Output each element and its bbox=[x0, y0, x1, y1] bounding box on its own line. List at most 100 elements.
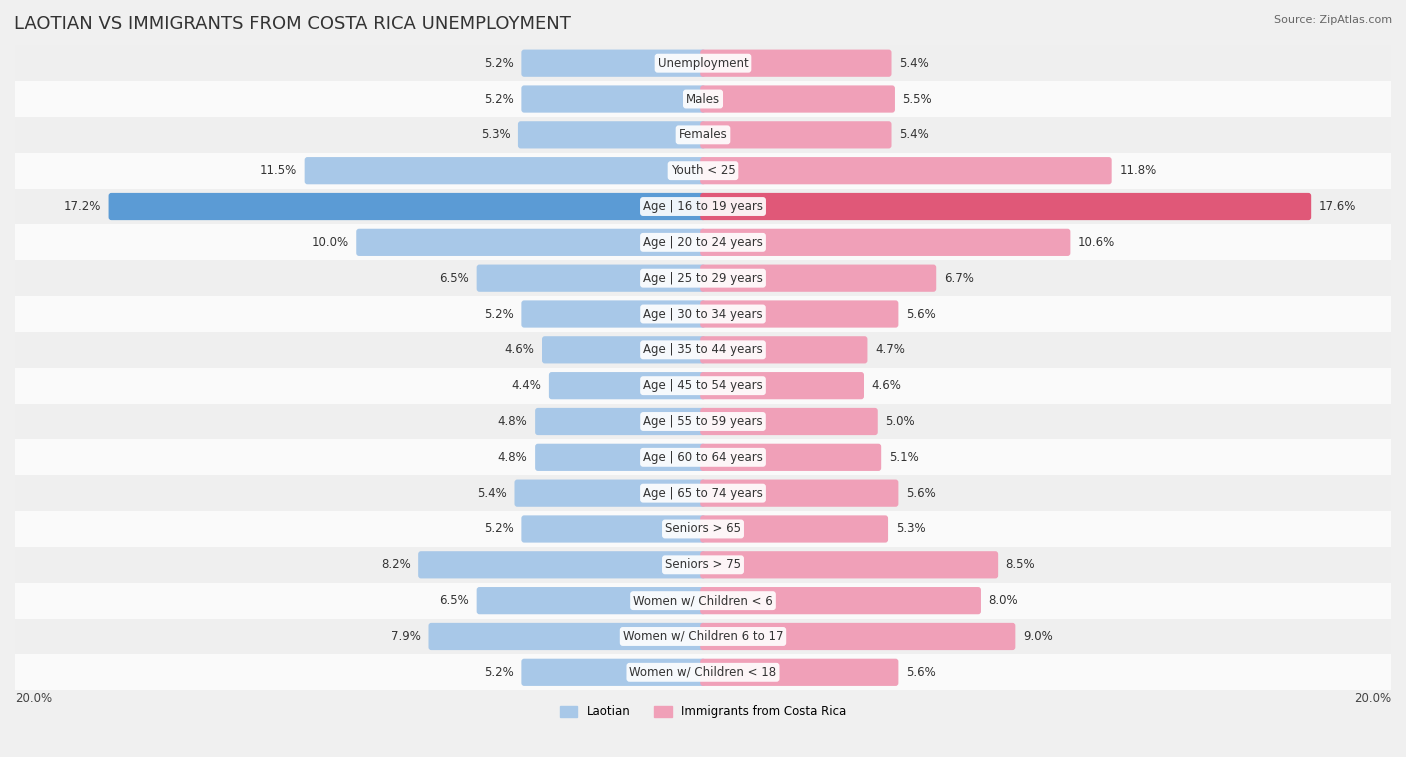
Bar bbox=[15, 368, 1391, 403]
FancyBboxPatch shape bbox=[700, 479, 898, 506]
Bar bbox=[15, 260, 1391, 296]
Text: 5.2%: 5.2% bbox=[484, 307, 513, 320]
Bar bbox=[15, 475, 1391, 511]
Text: LAOTIAN VS IMMIGRANTS FROM COSTA RICA UNEMPLOYMENT: LAOTIAN VS IMMIGRANTS FROM COSTA RICA UN… bbox=[14, 15, 571, 33]
FancyBboxPatch shape bbox=[356, 229, 706, 256]
Legend: Laotian, Immigrants from Costa Rica: Laotian, Immigrants from Costa Rica bbox=[555, 700, 851, 723]
FancyBboxPatch shape bbox=[108, 193, 706, 220]
Bar bbox=[15, 117, 1391, 153]
FancyBboxPatch shape bbox=[522, 86, 706, 113]
Text: 8.2%: 8.2% bbox=[381, 559, 411, 572]
FancyBboxPatch shape bbox=[536, 444, 706, 471]
Text: Age | 16 to 19 years: Age | 16 to 19 years bbox=[643, 200, 763, 213]
FancyBboxPatch shape bbox=[700, 193, 1312, 220]
Text: 5.1%: 5.1% bbox=[889, 451, 918, 464]
FancyBboxPatch shape bbox=[522, 49, 706, 76]
Text: 6.5%: 6.5% bbox=[439, 272, 470, 285]
Text: 11.5%: 11.5% bbox=[260, 164, 297, 177]
Text: Age | 65 to 74 years: Age | 65 to 74 years bbox=[643, 487, 763, 500]
Text: Unemployment: Unemployment bbox=[658, 57, 748, 70]
Text: 5.2%: 5.2% bbox=[484, 57, 513, 70]
FancyBboxPatch shape bbox=[541, 336, 706, 363]
Text: Age | 30 to 34 years: Age | 30 to 34 years bbox=[643, 307, 763, 320]
Text: 7.9%: 7.9% bbox=[391, 630, 420, 643]
Text: 4.6%: 4.6% bbox=[505, 344, 534, 357]
Bar bbox=[15, 81, 1391, 117]
Bar bbox=[15, 583, 1391, 618]
Text: 5.4%: 5.4% bbox=[477, 487, 508, 500]
Bar bbox=[15, 45, 1391, 81]
FancyBboxPatch shape bbox=[548, 372, 706, 399]
Text: 11.8%: 11.8% bbox=[1119, 164, 1157, 177]
Text: 9.0%: 9.0% bbox=[1024, 630, 1053, 643]
FancyBboxPatch shape bbox=[700, 121, 891, 148]
Text: 4.6%: 4.6% bbox=[872, 379, 901, 392]
Text: 5.4%: 5.4% bbox=[898, 57, 929, 70]
FancyBboxPatch shape bbox=[700, 49, 891, 76]
FancyBboxPatch shape bbox=[515, 479, 706, 506]
Text: 5.2%: 5.2% bbox=[484, 92, 513, 105]
Text: 4.8%: 4.8% bbox=[498, 415, 527, 428]
Text: 4.7%: 4.7% bbox=[875, 344, 905, 357]
FancyBboxPatch shape bbox=[429, 623, 706, 650]
Bar bbox=[15, 188, 1391, 224]
Bar bbox=[15, 654, 1391, 690]
Bar bbox=[15, 439, 1391, 475]
Text: Age | 25 to 29 years: Age | 25 to 29 years bbox=[643, 272, 763, 285]
Text: 20.0%: 20.0% bbox=[15, 692, 52, 705]
FancyBboxPatch shape bbox=[305, 157, 706, 184]
Text: Age | 20 to 24 years: Age | 20 to 24 years bbox=[643, 236, 763, 249]
Text: 5.4%: 5.4% bbox=[898, 129, 929, 142]
FancyBboxPatch shape bbox=[477, 587, 706, 614]
FancyBboxPatch shape bbox=[700, 408, 877, 435]
Text: Source: ZipAtlas.com: Source: ZipAtlas.com bbox=[1274, 15, 1392, 25]
Text: 8.0%: 8.0% bbox=[988, 594, 1018, 607]
Bar bbox=[15, 296, 1391, 332]
FancyBboxPatch shape bbox=[700, 336, 868, 363]
Text: Males: Males bbox=[686, 92, 720, 105]
FancyBboxPatch shape bbox=[700, 623, 1015, 650]
Text: 6.5%: 6.5% bbox=[439, 594, 470, 607]
Text: Age | 60 to 64 years: Age | 60 to 64 years bbox=[643, 451, 763, 464]
Text: Age | 35 to 44 years: Age | 35 to 44 years bbox=[643, 344, 763, 357]
Text: Women w/ Children 6 to 17: Women w/ Children 6 to 17 bbox=[623, 630, 783, 643]
Text: Age | 55 to 59 years: Age | 55 to 59 years bbox=[643, 415, 763, 428]
FancyBboxPatch shape bbox=[418, 551, 706, 578]
Text: 5.3%: 5.3% bbox=[896, 522, 925, 535]
Text: 8.5%: 8.5% bbox=[1005, 559, 1035, 572]
Text: Women w/ Children < 18: Women w/ Children < 18 bbox=[630, 666, 776, 679]
Text: 10.6%: 10.6% bbox=[1078, 236, 1115, 249]
Text: 5.6%: 5.6% bbox=[905, 487, 936, 500]
FancyBboxPatch shape bbox=[700, 229, 1070, 256]
Text: 4.8%: 4.8% bbox=[498, 451, 527, 464]
FancyBboxPatch shape bbox=[700, 659, 898, 686]
Text: 10.0%: 10.0% bbox=[312, 236, 349, 249]
Bar bbox=[15, 224, 1391, 260]
Bar bbox=[15, 547, 1391, 583]
Text: Females: Females bbox=[679, 129, 727, 142]
FancyBboxPatch shape bbox=[522, 659, 706, 686]
FancyBboxPatch shape bbox=[700, 587, 981, 614]
FancyBboxPatch shape bbox=[700, 264, 936, 291]
Text: 5.0%: 5.0% bbox=[886, 415, 915, 428]
Text: 5.2%: 5.2% bbox=[484, 522, 513, 535]
Text: 5.3%: 5.3% bbox=[481, 129, 510, 142]
Text: 6.7%: 6.7% bbox=[943, 272, 974, 285]
Text: 17.2%: 17.2% bbox=[63, 200, 101, 213]
Bar bbox=[15, 332, 1391, 368]
Text: 5.6%: 5.6% bbox=[905, 307, 936, 320]
FancyBboxPatch shape bbox=[522, 301, 706, 328]
FancyBboxPatch shape bbox=[517, 121, 706, 148]
FancyBboxPatch shape bbox=[700, 516, 889, 543]
FancyBboxPatch shape bbox=[700, 301, 898, 328]
Text: 5.2%: 5.2% bbox=[484, 666, 513, 679]
Bar bbox=[15, 618, 1391, 654]
FancyBboxPatch shape bbox=[700, 86, 896, 113]
Text: Women w/ Children < 6: Women w/ Children < 6 bbox=[633, 594, 773, 607]
Text: 17.6%: 17.6% bbox=[1319, 200, 1357, 213]
FancyBboxPatch shape bbox=[477, 264, 706, 291]
Text: 5.5%: 5.5% bbox=[903, 92, 932, 105]
FancyBboxPatch shape bbox=[700, 157, 1112, 184]
Text: Age | 45 to 54 years: Age | 45 to 54 years bbox=[643, 379, 763, 392]
Text: 5.6%: 5.6% bbox=[905, 666, 936, 679]
